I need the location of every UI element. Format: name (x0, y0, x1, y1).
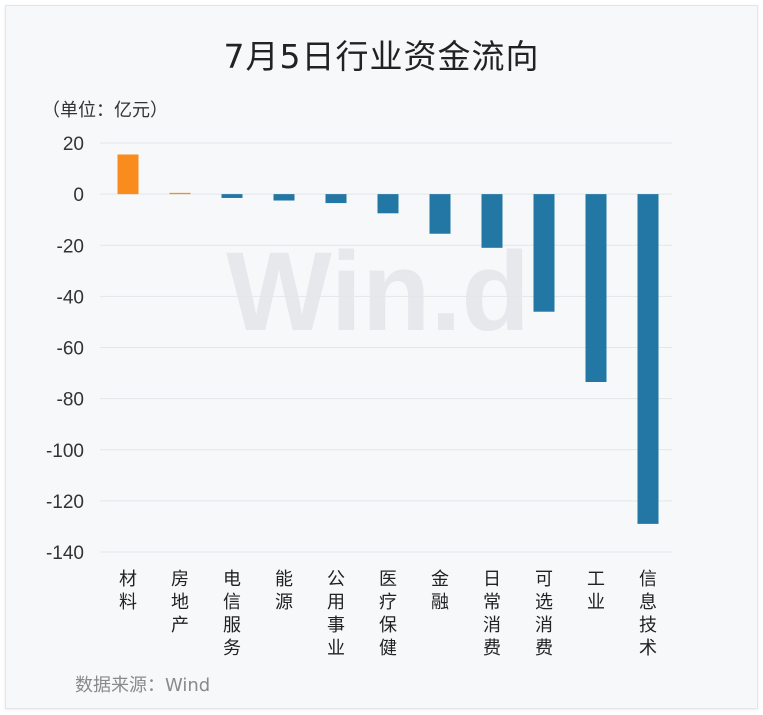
watermark-text: Win.d (226, 229, 530, 354)
bar (585, 194, 607, 383)
y-tick-label: -140 (46, 543, 84, 564)
bar (273, 194, 295, 201)
bar (117, 154, 139, 195)
y-axis: 20 0 -20 -40 -60 -80 -100 -120 -140 (46, 134, 84, 564)
y-tick-label: -120 (46, 492, 84, 513)
x-tick-label: 公用事业 (327, 569, 345, 659)
x-tick-label: 工业 (587, 569, 605, 613)
chart-card (5, 5, 758, 709)
bar (169, 192, 191, 195)
bar (325, 194, 347, 204)
x-tick-label: 电信服务 (223, 569, 241, 659)
x-tick-label: 金融 (431, 569, 449, 613)
chart-title: 7月5日行业资金流向 (223, 37, 540, 76)
x-tick-label: 信息技术 (639, 569, 657, 659)
bar (481, 194, 503, 248)
y-tick-label: 0 (73, 185, 84, 206)
x-tick-label: 房地产 (171, 569, 189, 636)
x-tick-label: 医疗保健 (379, 569, 397, 659)
y-tick-label: -20 (57, 236, 84, 257)
y-tick-label: -80 (57, 390, 84, 411)
y-tick-label: -100 (46, 441, 84, 462)
bar (637, 194, 659, 524)
bar (221, 194, 243, 198)
y-tick-label: -40 (57, 287, 84, 308)
unit-label: （单位：亿元） (42, 100, 168, 121)
x-tick-label: 材料 (119, 569, 137, 613)
x-tick-label: 能源 (275, 569, 293, 613)
y-tick-label: -60 (57, 339, 84, 360)
x-axis: 材料 房地产 电信服务 能源 公用事业 医疗保健 金融 日常消费 可选消费 工业 信息技术 (119, 569, 657, 659)
bar (429, 194, 451, 234)
bar (533, 194, 555, 312)
y-tick-label: 20 (63, 134, 84, 155)
x-tick-label: 可选消费 (535, 569, 553, 659)
bar (377, 194, 399, 214)
bars (117, 154, 659, 524)
x-tick-label: 日常消费 (483, 569, 501, 659)
source-label: 数据来源：Wind (75, 675, 211, 696)
